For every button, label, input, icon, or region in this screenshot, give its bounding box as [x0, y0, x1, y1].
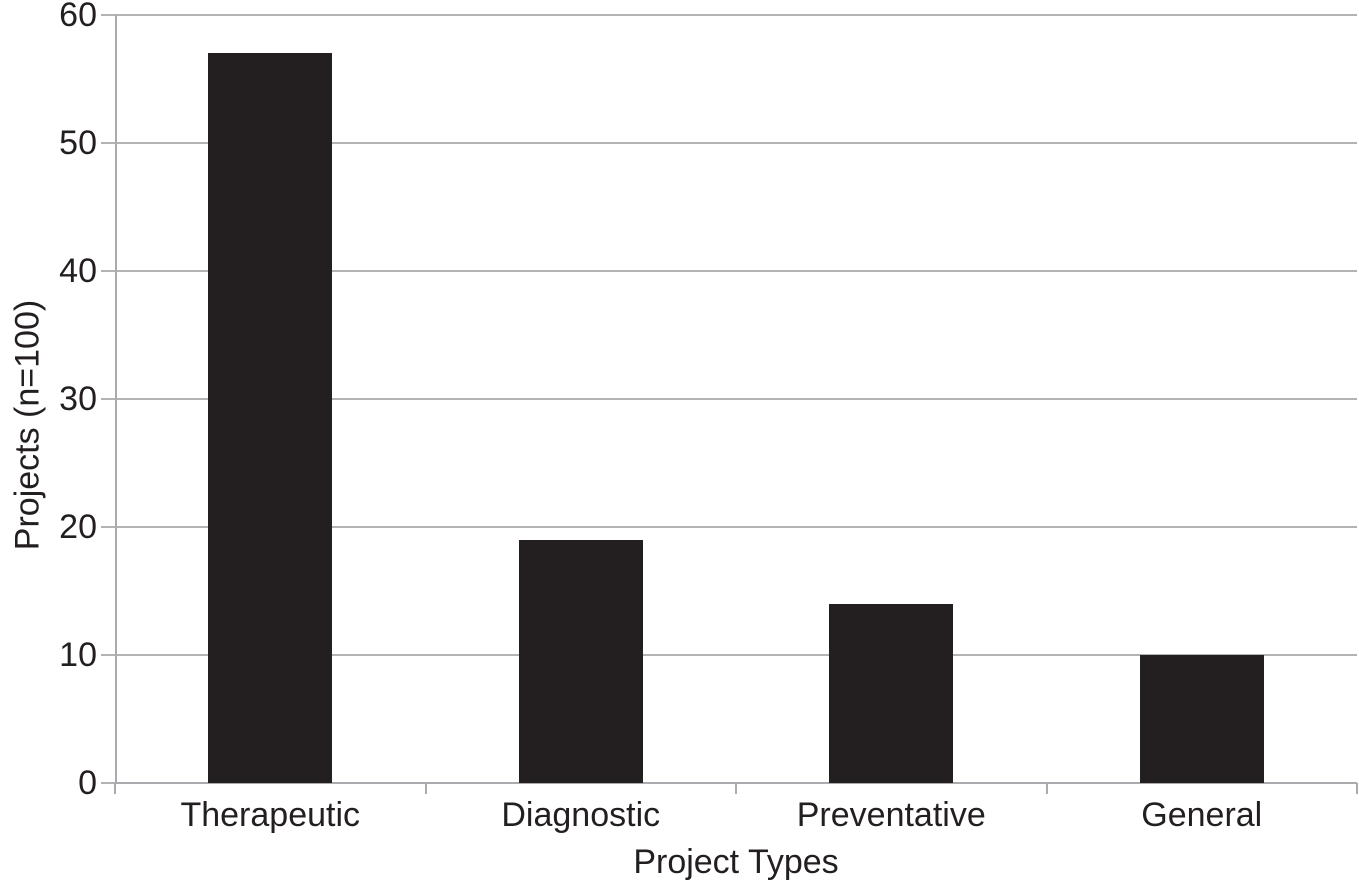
- gridline-40: [115, 270, 1357, 272]
- x-axis-tick-marks: [114, 15, 1358, 794]
- bar-slot-general: [1047, 15, 1358, 783]
- bar-general: [1139, 655, 1264, 783]
- x-tick-mark-4: [1356, 783, 1358, 794]
- y-tick-label-0: 0: [78, 764, 97, 802]
- y-tick-mark-60: [101, 14, 115, 16]
- x-tick-mark-2: [735, 783, 737, 794]
- y-tick-label-50: 50: [59, 124, 97, 162]
- gridline-20: [115, 526, 1357, 528]
- bar-slot-diagnostic: [426, 15, 737, 783]
- bars-layer: [115, 15, 1357, 783]
- y-tick-label-40: 40: [59, 252, 97, 290]
- gridline-10: [115, 654, 1357, 656]
- gridline-30: [115, 398, 1357, 400]
- y-tick-label-10: 10: [59, 636, 97, 674]
- y-tick-label-30: 30: [59, 380, 97, 418]
- bar-diagnostic: [518, 539, 643, 783]
- plot-area: [101, 14, 1358, 794]
- x-axis-title: Project Types: [633, 843, 839, 881]
- y-axis-tick-labels: 0 10 20 30 40 50 60: [0, 0, 97, 800]
- x-axis-category-labels: Therapeutic Diagnostic Preventative General: [115, 793, 1357, 837]
- x-tick-label-preventative: Preventative: [796, 796, 986, 834]
- x-tick-label-general: General: [1141, 796, 1263, 834]
- y-tick-mark-30: [101, 398, 115, 400]
- y-axis-line: [115, 15, 117, 783]
- bar-slot-therapeutic: [115, 15, 426, 783]
- y-tick-mark-20: [101, 526, 115, 528]
- x-tick-mark-0: [114, 783, 116, 794]
- y-tick-label-60: 60: [59, 0, 97, 34]
- bar-preventative: [829, 603, 954, 783]
- x-tick-mark-1: [424, 783, 427, 794]
- y-tick-mark-0: [101, 782, 115, 784]
- y-tick-mark-50: [101, 142, 115, 144]
- y-tick-mark-40: [101, 270, 115, 272]
- y-tick-label-20: 20: [59, 508, 97, 546]
- gridline-60: [115, 14, 1357, 16]
- bar-slot-preventative: [736, 15, 1047, 783]
- bar-therapeutic: [208, 53, 333, 783]
- x-tick-mark-3: [1045, 783, 1048, 794]
- x-tick-label-diagnostic: Diagnostic: [501, 796, 661, 834]
- x-tick-label-therapeutic: Therapeutic: [180, 796, 361, 834]
- gridline-50: [115, 142, 1357, 144]
- y-tick-mark-10: [101, 654, 115, 656]
